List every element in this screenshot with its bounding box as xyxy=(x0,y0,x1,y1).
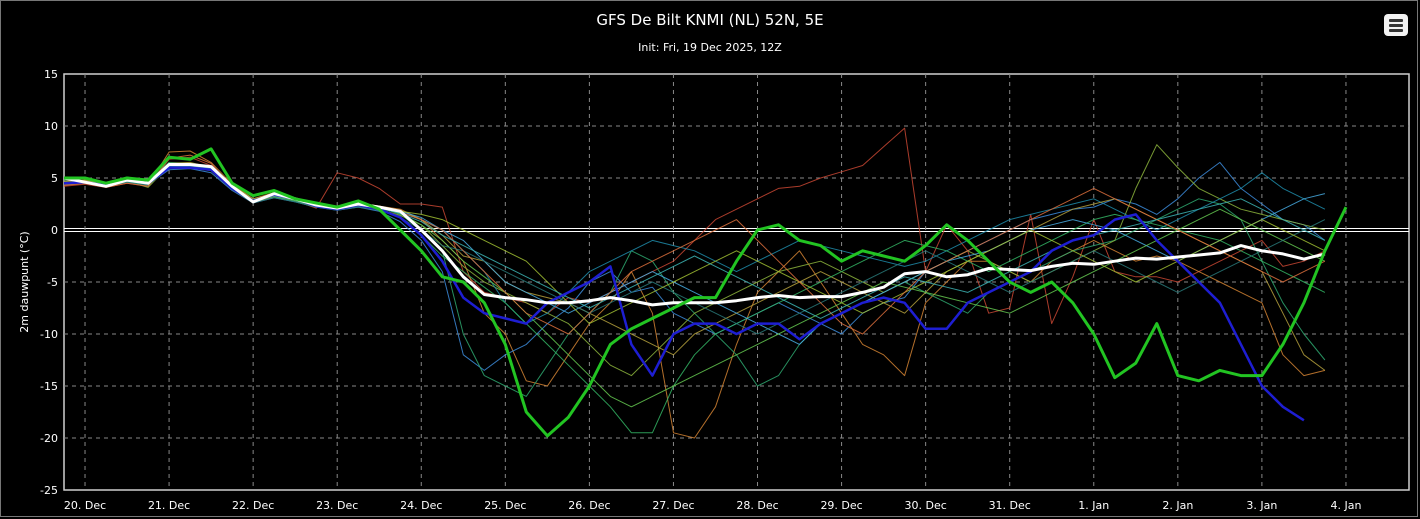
y-tick-label: -20 xyxy=(40,432,58,445)
chart-subtitle: Init: Fri, 19 Dec 2025, 12Z xyxy=(638,41,782,54)
context-menu-button[interactable] xyxy=(1384,14,1408,36)
axes: 15 10 5 0 -5 -10 -15 -20 -25 20. Dec 21. Dec 22. De… xyxy=(40,68,1361,512)
x-tick-label: 27. Dec xyxy=(652,499,694,512)
x-tick-label: 24. Dec xyxy=(400,499,442,512)
y-axis-label: 2m dauwpunt (°C) xyxy=(18,231,31,332)
series-line-2 xyxy=(63,166,1305,422)
chart-title: GFS De Bilt KNMI (NL) 52N, 5E xyxy=(596,11,824,29)
series-line-10 xyxy=(63,166,1326,434)
x-tick-label: 2. Jan xyxy=(1162,499,1193,512)
grid xyxy=(63,73,1410,491)
y-tick-label: -25 xyxy=(40,484,58,497)
x-tick-label: 20. Dec xyxy=(64,499,106,512)
x-tick-label: 30. Dec xyxy=(905,499,947,512)
series-lines xyxy=(63,127,1348,439)
x-tick-label: 29. Dec xyxy=(820,499,862,512)
x-tick-label: 31. Dec xyxy=(989,499,1031,512)
y-tick-label: 0 xyxy=(51,224,58,237)
y-tick-label: 5 xyxy=(51,172,58,185)
x-tick-label: 1. Jan xyxy=(1078,499,1109,512)
x-tick-label: 21. Dec xyxy=(148,499,190,512)
x-tick-label: 23. Dec xyxy=(316,499,358,512)
x-tick-label: 22. Dec xyxy=(232,499,274,512)
series-line-1 xyxy=(64,147,1348,438)
x-tick-label: 4. Jan xyxy=(1330,499,1361,512)
x-tick-label: 25. Dec xyxy=(484,499,526,512)
y-tick-label: 15 xyxy=(44,68,58,81)
x-tick-label: 3. Jan xyxy=(1246,499,1277,512)
y-tick-label: -5 xyxy=(47,276,58,289)
y-tick-label: 10 xyxy=(44,120,58,133)
hamburger-icon xyxy=(1389,19,1403,22)
y-tick-label: -10 xyxy=(40,328,58,341)
x-tick-label: 26. Dec xyxy=(568,499,610,512)
series-line-0 xyxy=(63,163,1326,307)
y-tick-label: -15 xyxy=(40,380,58,393)
x-tick-label: 28. Dec xyxy=(736,499,778,512)
